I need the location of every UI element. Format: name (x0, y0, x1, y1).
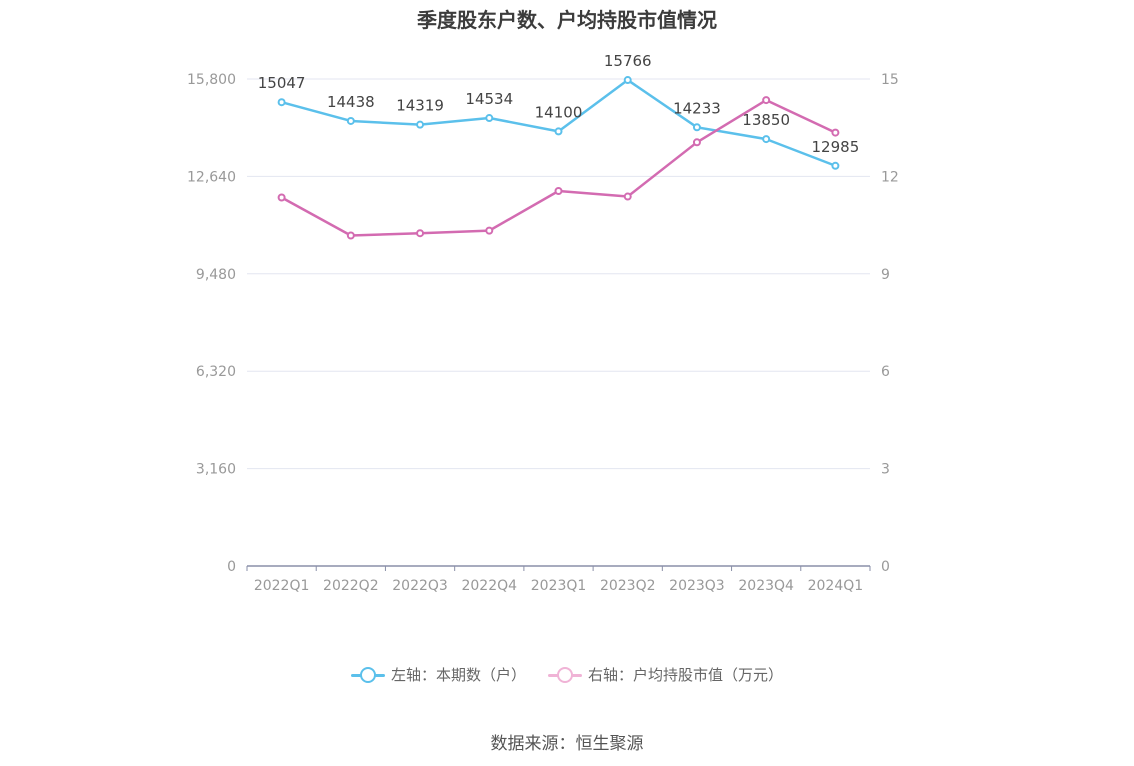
legend: 左轴：本期数（户） 右轴：户均持股市值（万元） (0, 664, 1134, 685)
right-tick-label: 9 (881, 267, 890, 283)
data-point-left (277, 98, 286, 107)
data-label: 14534 (465, 90, 513, 108)
data-point-left (762, 135, 771, 144)
legend-label-left: 左轴：本期数（户） (390, 666, 526, 684)
right-tick-label: 3 (881, 462, 890, 478)
legend-item-left-series[interactable]: 左轴：本期数（户） (350, 664, 526, 685)
left-tick-label: 6,320 (196, 364, 236, 380)
x-tick-label: 2022Q4 (461, 578, 517, 594)
data-point-left (416, 120, 425, 129)
data-point-right (485, 226, 494, 235)
data-label: 15766 (604, 52, 652, 70)
chart-title: 季度股东户数、户均持股市值情况 (417, 8, 717, 32)
data-label: 14233 (673, 99, 721, 117)
x-tick-label: 2023Q2 (600, 578, 656, 594)
data-point-left (623, 76, 632, 85)
data-label: 15047 (258, 74, 306, 92)
data-point-right (416, 229, 425, 238)
x-tick-label: 2023Q4 (738, 578, 794, 594)
data-point-left (485, 114, 494, 123)
legend-label-right: 右轴：户均持股市值（万元） (588, 666, 784, 684)
source-note: 数据来源：恒生聚源 (490, 734, 644, 754)
right-tick-label: 6 (881, 364, 890, 380)
data-point-right (692, 138, 701, 147)
legend-item-right-series[interactable]: 右轴：户均持股市值（万元） (548, 664, 783, 685)
left-tick-label: 9,480 (196, 267, 236, 283)
data-label: 13850 (742, 111, 790, 129)
x-tick-label: 2022Q1 (254, 578, 310, 594)
right-tick-label: 0 (881, 559, 890, 575)
data-label: 14438 (327, 93, 375, 111)
right-tick-label: 12 (881, 169, 899, 185)
data-point-left (554, 127, 563, 136)
right-tick-label: 15 (881, 72, 899, 88)
data-label: 12985 (812, 138, 860, 156)
data-point-right (346, 231, 355, 240)
left-tick-label: 0 (227, 559, 236, 575)
x-tick-label: 2022Q3 (392, 578, 448, 594)
data-label: 14319 (396, 97, 444, 115)
data-point-right (277, 193, 286, 202)
left-tick-label: 15,800 (187, 72, 236, 88)
data-point-left (831, 161, 840, 170)
x-tick-label: 2023Q3 (669, 578, 725, 594)
data-point-left (346, 116, 355, 125)
x-tick-label: 2024Q1 (808, 578, 864, 594)
legend-swatch-left-icon (350, 665, 385, 685)
data-point-right (623, 192, 632, 201)
left-tick-label: 12,640 (187, 169, 236, 185)
x-tick-label: 2022Q2 (323, 578, 379, 594)
data-point-right (831, 128, 840, 137)
data-point-right (554, 187, 563, 196)
data-point-right (762, 96, 771, 105)
legend-swatch-right-icon (548, 665, 582, 685)
left-tick-label: 3,160 (196, 462, 236, 478)
x-tick-label: 2023Q1 (531, 578, 587, 594)
data-point-left (692, 123, 701, 132)
data-label: 14100 (535, 103, 583, 121)
